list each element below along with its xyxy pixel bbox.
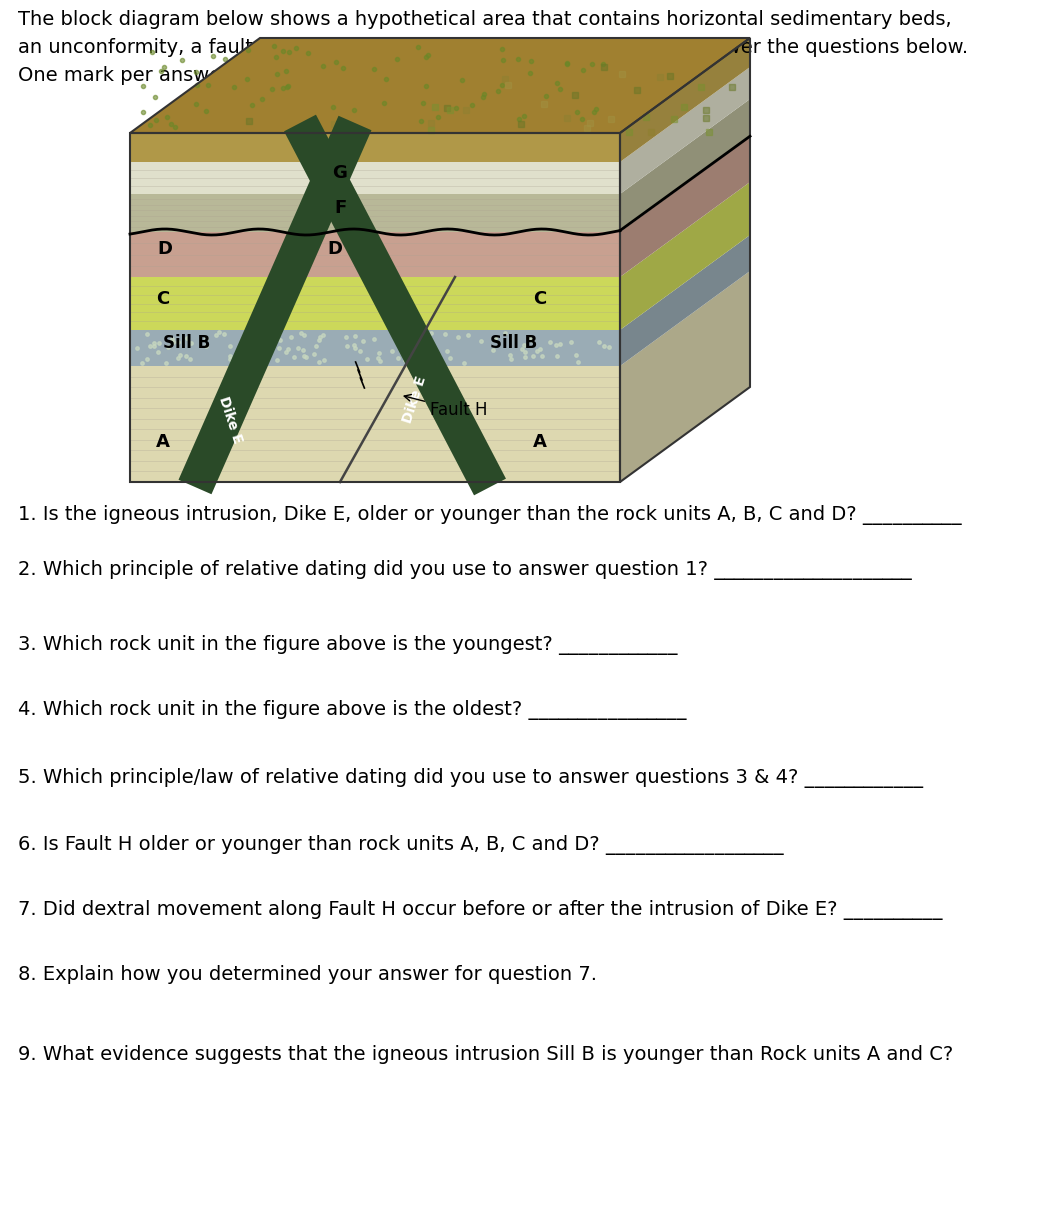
Polygon shape [620,235,750,366]
Polygon shape [620,270,750,482]
Polygon shape [130,366,620,482]
Polygon shape [620,182,750,330]
Polygon shape [130,133,620,163]
Polygon shape [620,67,750,194]
Polygon shape [620,99,750,232]
Text: Fault H: Fault H [404,394,488,418]
Polygon shape [130,330,620,366]
Polygon shape [284,115,506,495]
Text: One mark per answer (   /9): One mark per answer ( /9) [18,66,288,85]
Text: 9. What evidence suggests that the igneous intrusion Sill B is younger than Rock: 9. What evidence suggests that the igneo… [18,1046,953,1064]
Polygon shape [130,232,620,277]
Text: Dike E: Dike E [401,375,429,426]
Text: Sill B: Sill B [490,334,537,352]
Polygon shape [130,277,620,330]
Polygon shape [130,38,750,133]
Text: F: F [334,199,347,217]
Text: C: C [157,290,170,308]
Text: an unconformity, a fault and igneous intrusions. Use this diagram to answer the : an unconformity, a fault and igneous int… [18,38,968,57]
Text: 8. Explain how you determined your answer for question 7.: 8. Explain how you determined your answe… [18,966,597,984]
Polygon shape [130,163,620,194]
Text: The block diagram below shows a hypothetical area that contains horizontal sedim: The block diagram below shows a hypothet… [18,10,952,29]
Text: 1. Is the igneous intrusion, Dike E, older or younger than the rock units A, B, : 1. Is the igneous intrusion, Dike E, old… [18,505,961,525]
Polygon shape [620,137,750,277]
Text: D: D [328,240,342,258]
Text: D: D [158,240,173,258]
Text: A: A [533,433,547,451]
Polygon shape [178,115,371,494]
Text: C: C [533,290,547,308]
Text: 7. Did dextral movement along Fault H occur before or after the intrusion of Dik: 7. Did dextral movement along Fault H oc… [18,900,942,919]
Text: Sill B: Sill B [163,334,210,352]
Polygon shape [620,38,750,163]
Polygon shape [130,194,620,232]
Text: 4. Which rock unit in the figure above is the oldest? ________________: 4. Which rock unit in the figure above i… [18,700,687,721]
Text: 6. Is Fault H older or younger than rock units A, B, C and D? __________________: 6. Is Fault H older or younger than rock… [18,835,783,855]
Text: 3. Which rock unit in the figure above is the youngest? ____________: 3. Which rock unit in the figure above i… [18,634,677,655]
Text: G: G [333,164,348,182]
Text: A: A [156,433,170,451]
Text: 2. Which principle of relative dating did you use to answer question 1? ________: 2. Which principle of relative dating di… [18,560,912,580]
Text: 5. Which principle/law of relative dating did you use to answer questions 3 & 4?: 5. Which principle/law of relative datin… [18,768,923,788]
Text: Dike E: Dike E [216,394,244,445]
